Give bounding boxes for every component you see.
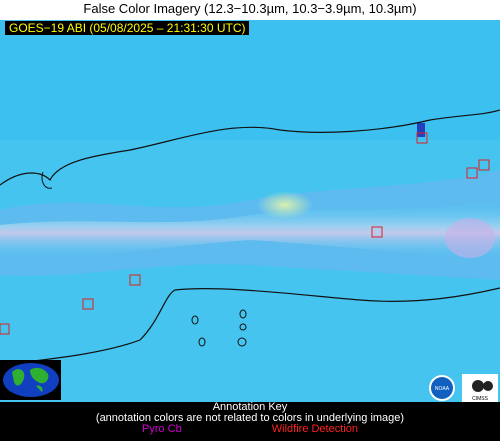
cimss-logo: CIMSS — [462, 374, 498, 402]
coastline-north — [0, 109, 500, 186]
north-area — [0, 20, 500, 140]
bright-spot — [257, 191, 313, 219]
globe-logo — [0, 360, 61, 400]
coastline-south — [0, 287, 500, 366]
noaa-label: NOAA — [435, 386, 450, 392]
subtitle: GOES−19 ABI (05/08/2025 – 21:31:30 UTC) — [5, 21, 250, 35]
purple-area — [445, 218, 495, 258]
coastline-detail — [41, 171, 53, 189]
cimss-label: CIMSS — [472, 396, 489, 402]
title: False Color Imagery (12.3−10.3µm, 10.3−3… — [83, 1, 417, 16]
key-title: Annotation Key — [212, 401, 288, 413]
key-pyro-cb: Pyro Cb — [142, 423, 182, 435]
satellite-image: NOAA CIMSS — [0, 20, 500, 402]
dark-spot — [417, 123, 425, 137]
key-items: Pyro Cb Wildfire Detection — [0, 424, 500, 435]
cloud-band — [0, 200, 500, 260]
islands — [191, 309, 247, 347]
key-wildfire: Wildfire Detection — [271, 423, 358, 435]
wildfire-detections — [0, 132, 490, 335]
annotation-key: Annotation Key (annotation colors are no… — [0, 402, 500, 441]
key-note: (annotation colors are not related to co… — [95, 412, 405, 424]
noaa-logo: NOAA — [429, 375, 455, 401]
